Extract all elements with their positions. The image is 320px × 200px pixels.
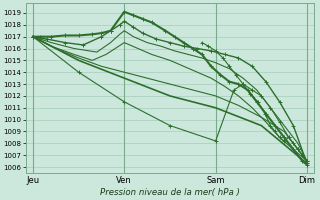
X-axis label: Pression niveau de la mer( hPa ): Pression niveau de la mer( hPa ) bbox=[100, 188, 240, 197]
